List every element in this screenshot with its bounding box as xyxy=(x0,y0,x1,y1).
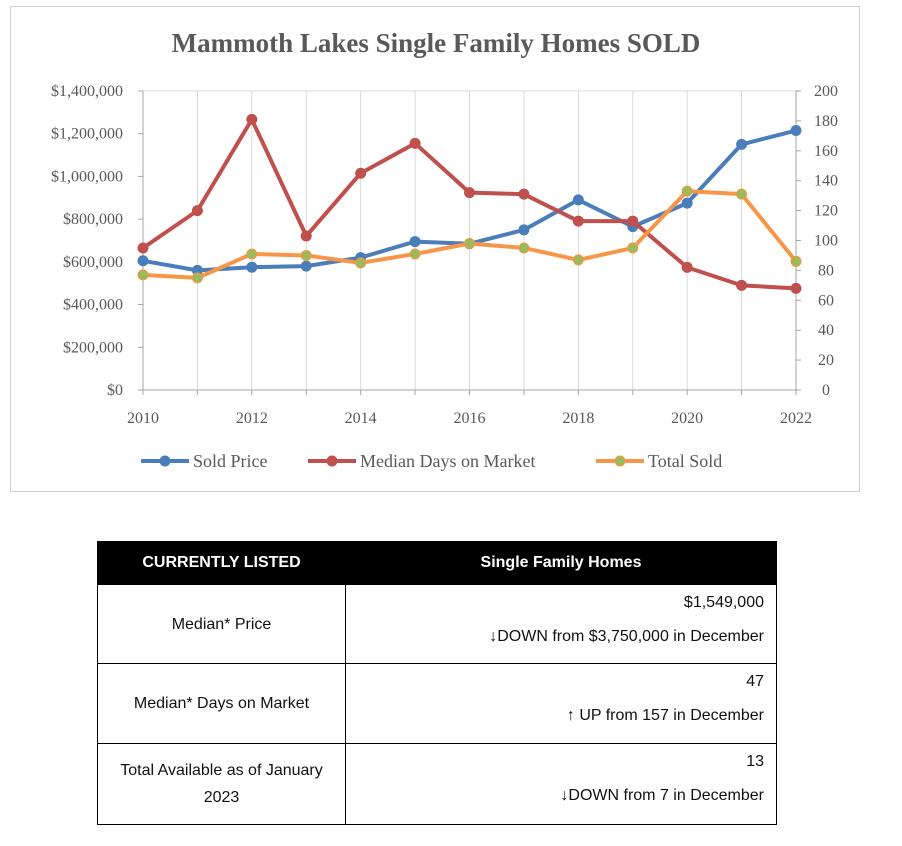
data-point xyxy=(736,279,748,291)
legend-marker xyxy=(326,455,338,467)
y-left-tick-label: $1,200,000 xyxy=(51,126,123,143)
y-right-tick-label: 180 xyxy=(814,113,838,130)
data-point xyxy=(736,188,748,200)
data-point xyxy=(518,224,530,236)
data-point xyxy=(464,187,475,199)
data-point xyxy=(627,215,639,227)
y-right-tick-label: 60 xyxy=(818,292,834,309)
y-left-tick-label: $1,400,000 xyxy=(51,83,123,100)
data-point xyxy=(300,249,312,261)
data-point xyxy=(572,215,584,227)
y-right-tick-label: 80 xyxy=(818,262,834,279)
data-point xyxy=(191,205,203,217)
data-point xyxy=(246,113,258,125)
legend-label: Sold Price xyxy=(193,451,268,471)
y-left-tick-label: $200,000 xyxy=(63,339,123,356)
table-row: Median* Days on Market 47 ↑ UP from 157 … xyxy=(97,663,777,744)
row-label-total-available: Total Available as of January 2023 xyxy=(97,743,346,825)
data-point xyxy=(790,255,802,267)
data-point xyxy=(681,185,693,197)
days-on-market-value: 47 xyxy=(746,673,764,690)
data-point xyxy=(137,255,149,267)
data-point xyxy=(246,261,258,273)
y-right-tick-label: 160 xyxy=(814,143,838,160)
row-label-median-price: Median* Price xyxy=(97,584,346,664)
data-point xyxy=(355,257,367,269)
y-left-tick-label: $400,000 xyxy=(63,297,123,314)
data-point xyxy=(736,138,748,150)
y-right-tick-label: 140 xyxy=(814,173,838,190)
data-point xyxy=(355,167,367,179)
data-point xyxy=(681,197,693,209)
legend: Sold Price Median Days on Market Total Sol… xyxy=(141,451,722,471)
table-row: Median* Price $1,549,000 ↓DOWN from $3,7… xyxy=(97,584,777,664)
y-right-tick-label: 0 xyxy=(822,382,830,399)
data-point xyxy=(464,237,475,249)
data-point xyxy=(137,269,149,281)
listing-table: CURRENTLY LISTED Single Family Homes Med… xyxy=(97,541,777,825)
data-point xyxy=(246,248,258,260)
y-right-tick-label: 40 xyxy=(818,322,834,339)
y-right-tick-label: 200 xyxy=(814,83,838,100)
chart-svg: Mammoth Lakes Single Family Homes SOLD $… xyxy=(51,28,838,471)
total-available-value: 13 xyxy=(746,753,764,770)
y-left-tick-label: $600,000 xyxy=(63,254,123,271)
data-point xyxy=(409,236,421,248)
x-tick-label: 2014 xyxy=(345,410,377,427)
x-tick-label: 2012 xyxy=(236,410,268,427)
axes-layer: $0 $200,000 $400,000 $600,000 $800,000 $1,000… xyxy=(51,83,838,427)
y-left-tick-label: $1,000,000 xyxy=(51,168,123,185)
data-point xyxy=(409,248,421,260)
y-right-tick-label: 20 xyxy=(818,352,834,369)
legend-marker xyxy=(159,455,171,467)
data-point xyxy=(191,272,203,284)
x-tick-label: 2018 xyxy=(562,410,594,427)
data-point xyxy=(790,125,802,137)
data-point xyxy=(627,242,639,254)
median-price-change: ↓DOWN from $3,750,000 in December xyxy=(489,628,764,645)
table-header-row: CURRENTLY LISTED Single Family Homes xyxy=(97,541,777,585)
y-right-tick-label: 120 xyxy=(814,203,838,220)
data-point xyxy=(572,254,584,266)
days-on-market-change: ↑ UP from 157 in December xyxy=(566,707,764,724)
y-right-tick-label: 100 xyxy=(814,233,838,250)
legend-label: Total Sold xyxy=(648,451,722,471)
y-left-tick-label: $0 xyxy=(107,382,123,399)
chart-title: Mammoth Lakes Single Family Homes SOLD xyxy=(172,28,701,58)
x-tick-label: 2020 xyxy=(671,410,703,427)
header-currently-listed: CURRENTLY LISTED xyxy=(97,541,346,585)
x-tick-label: 2010 xyxy=(127,410,159,427)
legend-marker xyxy=(614,455,626,467)
y-left-tick-label: $800,000 xyxy=(63,211,123,228)
data-point xyxy=(300,260,312,272)
series-layer xyxy=(137,113,802,294)
data-point xyxy=(300,230,312,242)
data-point xyxy=(681,261,693,273)
legend-label: Median Days on Market xyxy=(360,451,535,471)
table-row: Total Available as of January 2023 13 ↓D… xyxy=(97,743,777,825)
data-point xyxy=(518,188,530,200)
data-point xyxy=(518,242,530,254)
chart-container: Mammoth Lakes Single Family Homes SOLD $… xyxy=(10,6,860,492)
row-value-cell: $1,549,000 ↓DOWN from $3,750,000 in Dece… xyxy=(345,584,777,664)
row-value-cell: 13 ↓DOWN from 7 in December xyxy=(345,743,777,825)
data-point xyxy=(409,137,421,149)
row-label-days-on-market: Median* Days on Market xyxy=(97,663,346,744)
x-tick-label: 2022 xyxy=(780,410,812,427)
median-price-value: $1,549,000 xyxy=(683,594,764,611)
data-point xyxy=(137,242,149,254)
row-value-cell: 47 ↑ UP from 157 in December xyxy=(345,663,777,744)
header-single-family-homes: Single Family Homes xyxy=(345,541,777,585)
total-available-change: ↓DOWN from 7 in December xyxy=(560,787,764,804)
data-point xyxy=(790,282,802,294)
data-point xyxy=(572,194,584,206)
x-tick-label: 2016 xyxy=(454,410,486,427)
